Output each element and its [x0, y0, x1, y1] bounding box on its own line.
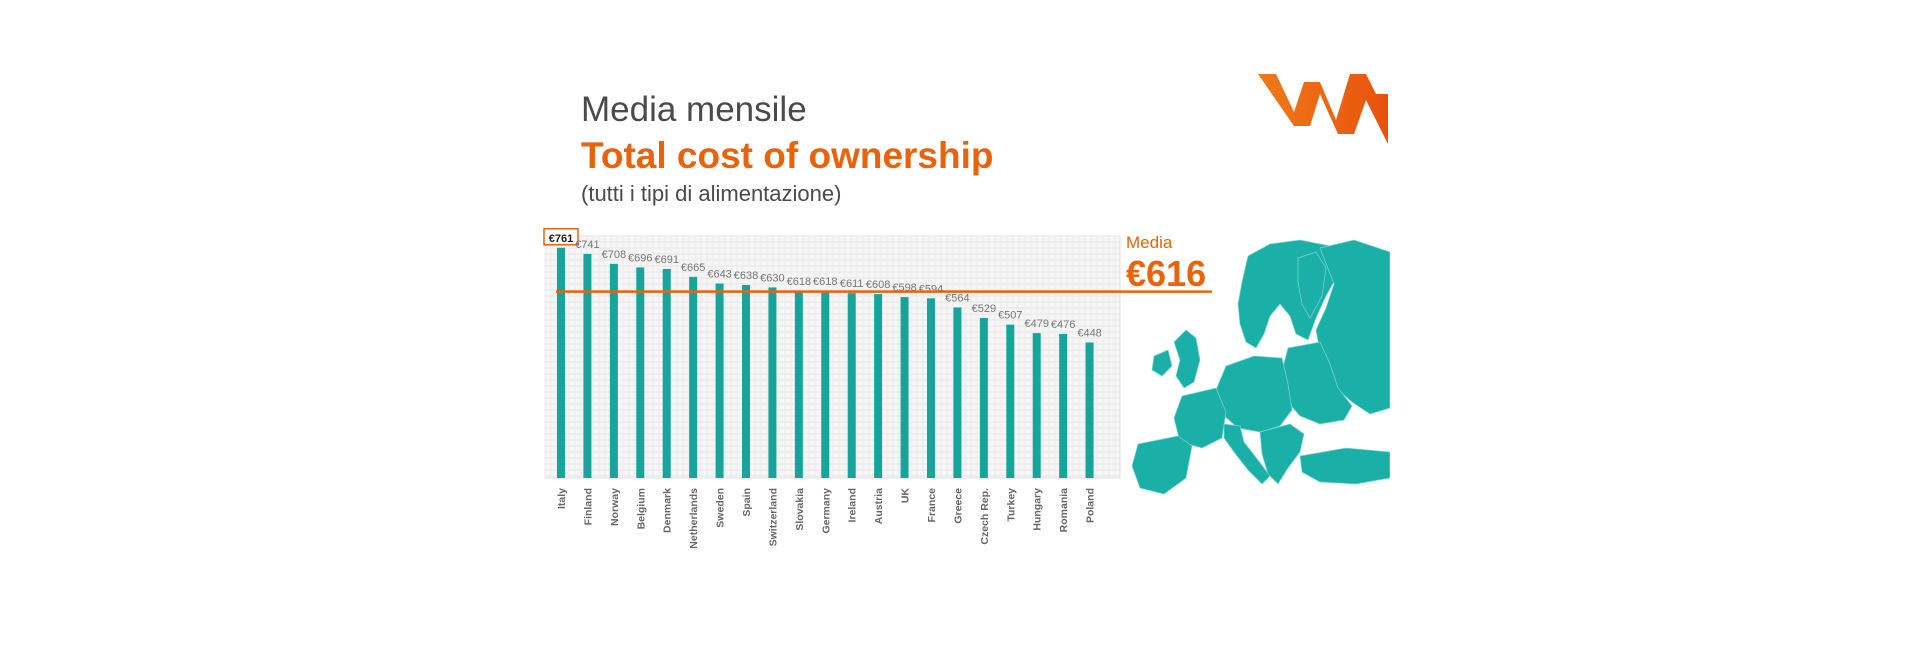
bar: [662, 268, 671, 478]
data-label: €665: [681, 262, 705, 274]
category-label: Hungary: [1032, 488, 1044, 531]
category-label: UK: [900, 488, 912, 504]
bar: [609, 263, 618, 478]
bar: [1059, 334, 1068, 478]
data-label: €638: [734, 270, 758, 282]
category-label: Czech Rep.: [979, 488, 991, 545]
data-label: €708: [602, 249, 626, 261]
bar: [636, 267, 645, 478]
bar: [794, 291, 803, 478]
bar: [953, 307, 962, 478]
data-label: €476: [1051, 319, 1075, 331]
bar: [874, 294, 883, 478]
data-label: €643: [707, 268, 731, 280]
bar: [847, 293, 856, 478]
bar: [1085, 342, 1094, 478]
category-label: Austria: [873, 488, 885, 524]
data-label: €608: [866, 279, 890, 291]
data-label: €630: [760, 272, 784, 284]
bar: [1006, 324, 1015, 478]
data-label: €611: [840, 278, 864, 290]
category-label: Sweden: [715, 488, 727, 528]
category-label: Norway: [609, 488, 621, 526]
data-label: €618: [813, 276, 837, 288]
bar: [768, 287, 777, 478]
category-label: Turkey: [1005, 488, 1017, 522]
category-label: Spain: [741, 488, 753, 517]
category-label: Netherlands: [688, 488, 700, 549]
data-label: €741: [575, 239, 599, 251]
average-label: Media: [1126, 233, 1173, 252]
bar: [927, 298, 935, 478]
bar: [821, 291, 830, 478]
data-label: €594: [919, 283, 943, 295]
category-label: Finland: [582, 488, 594, 525]
bar: [689, 276, 698, 478]
bar: [715, 283, 724, 478]
data-label: €696: [628, 252, 652, 264]
category-label: Poland: [1085, 488, 1097, 523]
category-label: Switzerland: [767, 488, 779, 546]
data-label: €761: [549, 233, 573, 245]
bar: [979, 317, 988, 478]
europe-map-icon: [1131, 239, 1390, 495]
category-label: Ireland: [847, 488, 859, 522]
bar: [742, 285, 750, 478]
category-label: Germany: [820, 488, 832, 534]
highlight-box: [543, 228, 579, 246]
data-label: €448: [1077, 327, 1101, 339]
chart-caption: (tutti i tipi di alimentazione): [581, 181, 842, 206]
data-label: €691: [654, 254, 678, 266]
data-label: €479: [1024, 318, 1048, 330]
category-label: Slovakia: [794, 488, 806, 531]
bar: [583, 253, 592, 478]
category-label: Italy: [556, 488, 568, 509]
chart-title: Media mensile: [581, 90, 807, 129]
data-label: €529: [972, 303, 996, 315]
average-value: €616: [1126, 253, 1207, 294]
data-label: €618: [787, 276, 811, 288]
bar: [900, 297, 909, 478]
category-label: France: [926, 488, 938, 523]
bar: [557, 247, 565, 478]
data-label: €507: [998, 310, 1022, 322]
logo-icon: [1258, 74, 1388, 144]
data-label: €564: [945, 292, 969, 304]
category-label: Denmark: [662, 488, 674, 533]
category-label: Romania: [1058, 488, 1070, 533]
chart-subtitle: Total cost of ownership: [581, 135, 994, 176]
category-label: Greece: [952, 488, 964, 524]
category-label: Belgium: [635, 488, 647, 529]
bar: [1032, 333, 1041, 478]
